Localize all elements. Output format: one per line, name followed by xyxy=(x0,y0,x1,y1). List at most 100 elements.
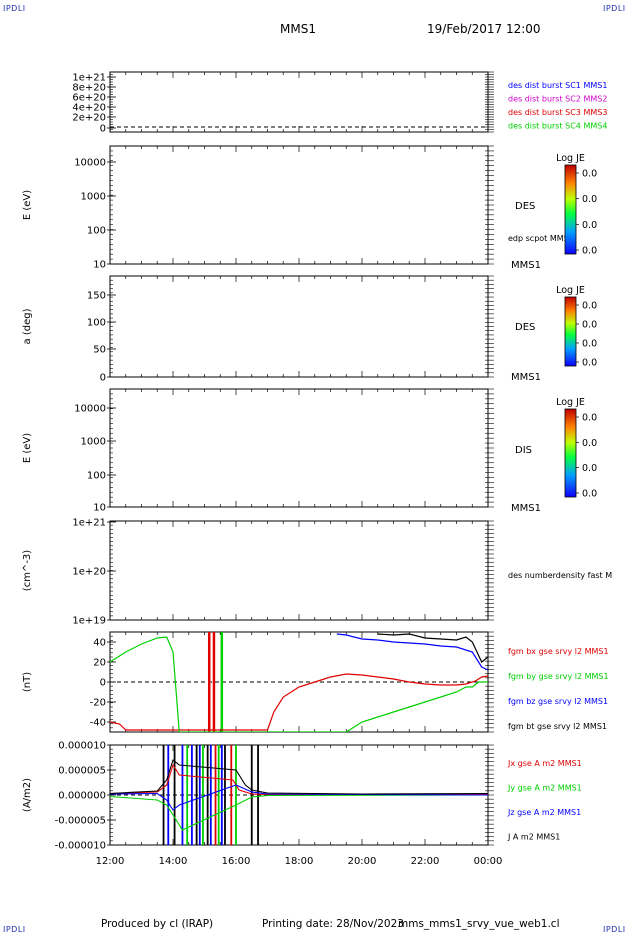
footer-printing-date: Printing date: 28/Nov/2023 xyxy=(262,918,404,930)
colorbar-tick-label: 0.0 xyxy=(582,320,597,331)
y-axis-label: (A/m2) xyxy=(22,778,33,812)
colorbar-tick-label: 0.0 xyxy=(582,438,597,449)
y-tick-label: 1e+21 xyxy=(72,518,106,529)
legend-dist-burst: des dist burst SC2 MMS2 xyxy=(508,95,607,104)
footer-filename: mms_mms1_srvy_vue_web1.cl xyxy=(398,918,560,930)
y-tick-label: 1000 xyxy=(81,437,106,448)
current-series-line xyxy=(110,784,488,811)
species-label-des: DES xyxy=(515,201,535,212)
footer-credit: Produced by cl (IRAP) xyxy=(101,918,214,930)
y-tick-label: 1e+19 xyxy=(72,616,106,627)
corner-label-bottom-left: IPDLI xyxy=(3,925,26,934)
colorbar-tick-label: 0.0 xyxy=(582,413,597,424)
current-series-group xyxy=(110,745,488,845)
date-title: 19/Feb/2017 12:00 xyxy=(427,22,541,36)
x-tick-label: 16:00 xyxy=(222,856,251,867)
spacecraft-label: MMS1 xyxy=(511,260,541,271)
y-tick-label: -20 xyxy=(90,698,106,709)
panel-frame-p5 xyxy=(109,520,489,621)
y-tick-label: 1e+21 xyxy=(72,73,106,84)
colorbar-title: Log JE xyxy=(556,285,585,296)
x-tick-label: 00:00 xyxy=(474,856,503,867)
y-tick-label: 20 xyxy=(93,658,106,669)
legend-current: Jy gse A m2 MMS1 xyxy=(507,784,582,793)
legend-numberdensity: des numberdensity fast M xyxy=(508,571,612,580)
y-tick-label: 1000 xyxy=(81,192,106,203)
y-tick-label: 2e+20 xyxy=(72,113,106,124)
colorbar-tick-label: 0.0 xyxy=(582,220,597,231)
y-tick-label: 150 xyxy=(87,291,106,302)
colorbar-p3 xyxy=(564,296,577,367)
x-tick-label: 22:00 xyxy=(411,856,440,867)
y-tick-label: 40 xyxy=(93,638,106,649)
x-tick-label: 12:00 xyxy=(96,856,125,867)
y-tick-label: 10000 xyxy=(74,158,106,169)
colorbar-tick-label: 0.0 xyxy=(582,358,597,369)
colorbar-p2 xyxy=(564,164,577,255)
y-tick-label: 8e+20 xyxy=(72,83,106,94)
y-axis-label: (nT) xyxy=(22,672,33,692)
overlay-label-scpot: edp scpot MMS1 xyxy=(508,234,574,243)
y-tick-label: 100 xyxy=(87,318,106,329)
legend-current: J A m2 MMS1 xyxy=(507,833,560,842)
y-tick-label: 50 xyxy=(93,345,106,356)
spacecraft-label: MMS1 xyxy=(511,372,541,383)
fgm-series-line xyxy=(110,673,488,731)
legend-dist-burst: des dist burst SC3 MMS3 xyxy=(508,108,607,117)
colorbar-tick-label: 0.0 xyxy=(582,246,597,257)
y-tick-label: 0.000010 xyxy=(58,741,106,752)
legend-current: Jz gse A m2 MMS1 xyxy=(507,808,581,817)
y-tick-label: 4e+20 xyxy=(72,103,106,114)
colorbar-p4 xyxy=(564,408,577,498)
spacecraft-label: MMS1 xyxy=(511,503,541,514)
y-tick-label: 0 xyxy=(100,373,106,384)
colorbar-tick-label: 0.0 xyxy=(582,194,597,205)
colorbar-title: Log JE xyxy=(556,397,585,408)
legend-dist-burst: des dist burst SC4 MMS4 xyxy=(508,122,607,131)
legend-fgm: fgm bz gse srvy l2 MMS1 xyxy=(508,697,608,706)
panel-frame-p1 xyxy=(109,71,489,133)
colorbar-tick-label: 0.0 xyxy=(582,169,597,180)
y-tick-label: 0 xyxy=(100,124,106,135)
corner-label-top-left: IPDLI xyxy=(3,4,26,13)
y-axis-label: (cm^-3) xyxy=(22,550,33,591)
colorbar-title: Log JE xyxy=(556,153,585,164)
fgm-series-line xyxy=(110,636,488,732)
y-tick-label: -0.000010 xyxy=(55,841,106,852)
panel-frame-p4 xyxy=(109,388,489,508)
legend-current: Jx gse A m2 MMS1 xyxy=(507,759,582,768)
x-tick-label: 14:00 xyxy=(159,856,188,867)
y-axis-label: E (eV) xyxy=(22,190,33,220)
current-series-line xyxy=(110,763,488,796)
y-tick-label: 6e+20 xyxy=(72,93,106,104)
species-label-des: DES xyxy=(515,322,535,333)
y-tick-label: -0.000005 xyxy=(55,816,106,827)
corner-label-bottom-right: IPDLI xyxy=(603,925,626,934)
legend-fgm: fgm bt gse srvy l2 MMS1 xyxy=(508,722,607,731)
y-tick-label: 0 xyxy=(100,678,106,689)
colorbar-tick-label: 0.0 xyxy=(582,339,597,350)
species-label-dis: DIS xyxy=(515,445,532,456)
colorbar-tick-label: 0.0 xyxy=(582,301,597,312)
y-tick-label: 10000 xyxy=(74,404,106,415)
colorbar-tick-label: 0.0 xyxy=(582,489,597,500)
fgm-series-line xyxy=(377,633,488,663)
y-tick-label: 0.000005 xyxy=(58,766,106,777)
legend-fgm: fgm by gse srvy l2 MMS1 xyxy=(508,672,609,681)
y-tick-label: 100 xyxy=(87,471,106,482)
colorbar-tick-label: 0.0 xyxy=(582,463,597,474)
y-tick-label: 100 xyxy=(87,226,106,237)
x-tick-label: 18:00 xyxy=(285,856,314,867)
legend-fgm: fgm bx gse srvy l2 MMS1 xyxy=(508,647,609,656)
y-axis-label: E (eV) xyxy=(22,433,33,463)
y-axis-label: a (deg) xyxy=(22,308,33,344)
current-series-line xyxy=(110,759,488,795)
current-series-line xyxy=(110,794,488,831)
y-tick-label: 10 xyxy=(93,260,106,271)
spacecraft-title: MMS1 xyxy=(280,22,316,36)
x-tick-label: 20:00 xyxy=(348,856,377,867)
panel-frame-p3 xyxy=(109,275,489,378)
fgm-series-group xyxy=(110,632,488,732)
y-tick-label: 10 xyxy=(93,503,106,514)
